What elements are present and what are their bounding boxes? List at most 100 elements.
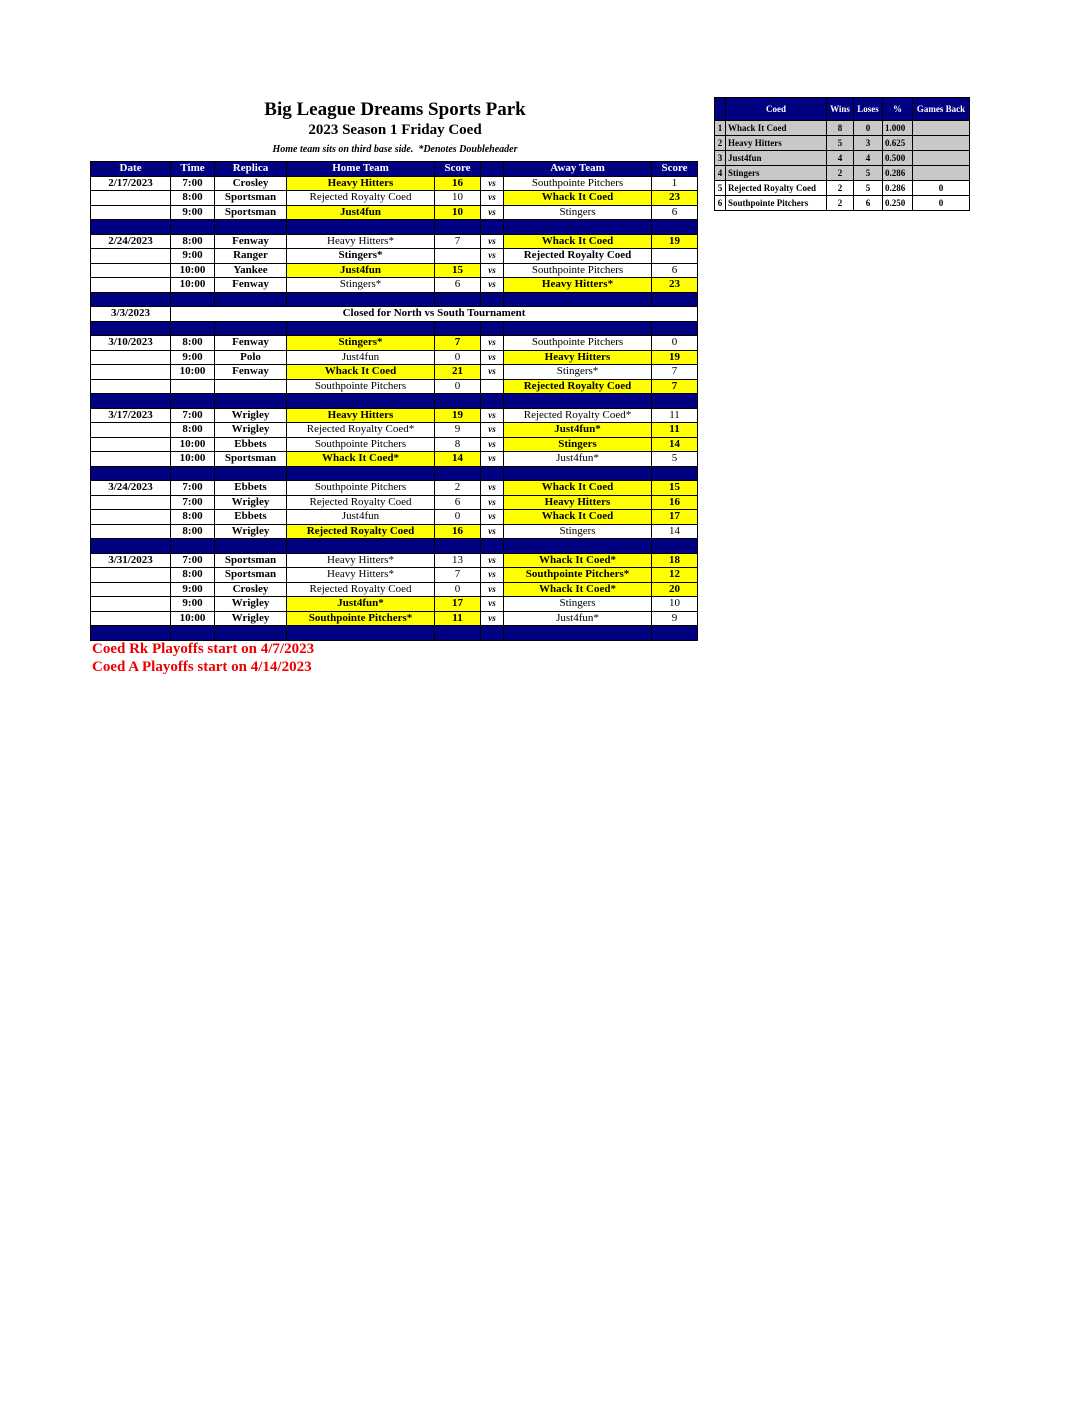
away-score: 5: [651, 451, 698, 467]
rank: 5: [714, 180, 726, 196]
standings-row: 3 Just4fun 4 4 0.500: [714, 150, 970, 166]
away-team: Stingers: [503, 596, 652, 612]
footnote: Coed A Playoffs start on 4/14/2023: [92, 659, 312, 675]
rank: 4: [714, 165, 726, 181]
vs: vs: [480, 422, 504, 438]
away-score: 23: [651, 190, 698, 206]
away-team: Southpointe Pitchers: [503, 262, 652, 278]
games-back: [912, 150, 970, 166]
separator-cell: [214, 538, 287, 554]
home-team: Heavy Hitters: [286, 407, 435, 423]
loses: 4: [853, 150, 883, 166]
date: [90, 364, 171, 380]
separator-cell: [286, 320, 435, 336]
separator-cell: [214, 219, 287, 235]
time: 9:00: [170, 581, 215, 597]
game-row: 7:00 Wrigley Rejected Royalty Coed 6 vs Heavy…: [90, 494, 698, 510]
away-team: Just4fun*: [503, 610, 652, 626]
game-row: 3/31/2023 7:00 Sportsman Heavy Hitters* 13 vs…: [90, 552, 698, 568]
separator-cell: [286, 538, 435, 554]
away-score: 1: [651, 175, 698, 191]
home-score: 9: [434, 422, 481, 438]
separator-cell: [503, 291, 652, 307]
separator-row: [90, 538, 698, 554]
field: Ebbets: [214, 480, 287, 496]
time: 8:00: [170, 335, 215, 351]
time: 7:00: [170, 407, 215, 423]
separator-cell: [170, 320, 215, 336]
separator-cell: [434, 393, 481, 409]
home-team: Just4fun: [286, 349, 435, 365]
date: [90, 190, 171, 206]
pct: 1.000: [882, 120, 913, 136]
standings-table: Coed Wins Loses% Games Back 1 Whack It Coed 8 0…: [714, 97, 970, 211]
home-team: Heavy Hitters*: [286, 233, 435, 249]
column-header: Loses: [853, 97, 883, 121]
game-row: 10:00 Wrigley Southpointe Pitchers* 11 vs Jus…: [90, 610, 698, 626]
date: [90, 248, 171, 264]
game-row: Southpointe Pitchers 0 Rejected Royalty Co…: [90, 378, 698, 394]
loses: 6: [853, 195, 883, 211]
field: Sportsman: [214, 204, 287, 220]
home-score: 10: [434, 204, 481, 220]
separator-cell: [651, 219, 698, 235]
home-score: 14: [434, 451, 481, 467]
standings-header: Coed Wins Loses% Games Back: [714, 97, 970, 121]
field: Fenway: [214, 335, 287, 351]
field: Wrigley: [214, 422, 287, 438]
loses: 5: [853, 180, 883, 196]
separator-cell: [480, 393, 504, 409]
home-score: 16: [434, 175, 481, 191]
game-row: 8:00 Wrigley Rejected Royalty Coed* 9 vs Just…: [90, 422, 698, 438]
home-score: 10: [434, 190, 481, 206]
away-score: 7: [651, 378, 698, 394]
field: Wrigley: [214, 596, 287, 612]
vs: vs: [480, 364, 504, 380]
team: Whack It Coed: [725, 120, 827, 136]
time: 9:00: [170, 204, 215, 220]
separator-cell: [90, 320, 171, 336]
home-team: Southpointe Pitchers: [286, 436, 435, 452]
away-score: 0: [651, 335, 698, 351]
separator-cell: [90, 465, 171, 481]
game-row: 2/24/2023 8:00 Fenway Heavy Hitters* 7 vs Whac…: [90, 233, 698, 249]
time: [170, 378, 215, 394]
away-team: Southpointe Pitchers: [503, 175, 652, 191]
date: 2/17/2023: [90, 175, 171, 191]
separator-cell: [503, 320, 652, 336]
vs: vs: [480, 436, 504, 452]
time: 7:00: [170, 552, 215, 568]
home-score: 2: [434, 480, 481, 496]
separator-cell: [214, 625, 287, 641]
separator-cell: [651, 393, 698, 409]
separator-cell: [503, 625, 652, 641]
time: 8:00: [170, 523, 215, 539]
field: Wrigley: [214, 494, 287, 510]
field: Ebbets: [214, 436, 287, 452]
pct: 0.625: [882, 135, 913, 151]
separator-cell: [480, 538, 504, 554]
pct: 0.286: [882, 165, 913, 181]
field: Sportsman: [214, 190, 287, 206]
date: [90, 610, 171, 626]
away-score: 19: [651, 349, 698, 365]
vs: vs: [480, 523, 504, 539]
column-header: Replica: [214, 161, 287, 177]
time: 10:00: [170, 364, 215, 380]
standings-row: 2 Heavy Hitters 5 3 0.625: [714, 135, 970, 151]
field: Ebbets: [214, 509, 287, 525]
game-row: 9:00 Ranger Stingers* vs Rejected Royalty Co…: [90, 248, 698, 264]
away-team: Whack It Coed: [503, 190, 652, 206]
vs: vs: [480, 567, 504, 583]
separator-cell: [214, 393, 287, 409]
field: Ranger: [214, 248, 287, 264]
home-team: Just4fun: [286, 262, 435, 278]
game-row: 2/17/2023 7:00 Crosley Heavy Hitters 16 vs Sou…: [90, 175, 698, 191]
field: Fenway: [214, 277, 287, 293]
rank: 3: [714, 150, 726, 166]
separator-cell: [434, 538, 481, 554]
separator-cell: [90, 538, 171, 554]
column-header: %: [882, 97, 913, 121]
standings-row: 4 Stingers 2 5 0.286: [714, 165, 970, 181]
